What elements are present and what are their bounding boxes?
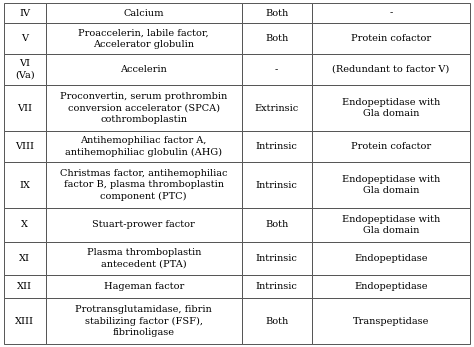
Bar [311, 162, 470, 208]
Text: Intrinsic: Intrinsic [255, 180, 298, 189]
Bar [242, 298, 311, 344]
Bar [242, 54, 311, 85]
Text: (Redundant to factor V): (Redundant to factor V) [332, 65, 449, 74]
Text: Proaccelerin, labile factor,
Accelerator globulin: Proaccelerin, labile factor, Accelerator… [78, 29, 209, 49]
Bar [46, 162, 242, 208]
Bar [311, 275, 470, 298]
Bar [242, 85, 311, 131]
Bar [4, 275, 46, 298]
Bar [46, 54, 242, 85]
Text: Endopeptidase with
Gla domain: Endopeptidase with Gla domain [342, 175, 440, 195]
Text: Protransglutamidase, fibrin
stabilizing factor (FSF),
fibrinoligase: Protransglutamidase, fibrin stabilizing … [75, 305, 212, 337]
Bar [242, 3, 311, 23]
Bar [4, 162, 46, 208]
Bar [46, 23, 242, 54]
Text: IX: IX [19, 180, 30, 189]
Bar [46, 208, 242, 242]
Bar [311, 54, 470, 85]
Text: VIII: VIII [15, 142, 34, 151]
Bar [4, 3, 46, 23]
Text: Christmas factor, antihemophiliac
factor B, plasma thromboplastin
component (PTC: Christmas factor, antihemophiliac factor… [60, 169, 228, 201]
Text: Intrinsic: Intrinsic [255, 254, 298, 263]
Bar [46, 131, 242, 162]
Bar [242, 162, 311, 208]
Bar [4, 298, 46, 344]
Bar [311, 208, 470, 242]
Bar [311, 298, 470, 344]
Bar [4, 23, 46, 54]
Bar [4, 208, 46, 242]
Text: Endopeptidase with
Gla domain: Endopeptidase with Gla domain [342, 215, 440, 235]
Text: Both: Both [265, 316, 288, 325]
Text: Proconvertin, serum prothrombin
conversion accelerator (SPCA)
cothromboplastin: Proconvertin, serum prothrombin conversi… [60, 92, 228, 124]
Bar [4, 131, 46, 162]
Text: XIII: XIII [15, 316, 34, 325]
Bar [46, 85, 242, 131]
Bar [311, 3, 470, 23]
Text: VII: VII [17, 103, 32, 112]
Text: Antihemophiliac factor A,
antihemophiliac globulin (AHG): Antihemophiliac factor A, antihemophilia… [65, 136, 222, 157]
Bar [4, 54, 46, 85]
Bar [242, 242, 311, 275]
Text: Protein cofactor: Protein cofactor [351, 34, 431, 43]
Bar [46, 3, 242, 23]
Text: Endopeptidase: Endopeptidase [354, 254, 428, 263]
Text: -: - [275, 65, 278, 74]
Bar [242, 208, 311, 242]
Bar [46, 298, 242, 344]
Bar [242, 275, 311, 298]
Text: Both: Both [265, 34, 288, 43]
Text: Calcium: Calcium [123, 9, 164, 18]
Bar [311, 131, 470, 162]
Bar [242, 131, 311, 162]
Text: Protein cofactor: Protein cofactor [351, 142, 431, 151]
Text: Transpeptidase: Transpeptidase [353, 316, 429, 325]
Bar [46, 275, 242, 298]
Text: -: - [389, 9, 392, 18]
Text: Intrinsic: Intrinsic [255, 142, 298, 151]
Text: Endopeptidase with
Gla domain: Endopeptidase with Gla domain [342, 98, 440, 118]
Bar [311, 85, 470, 131]
Text: X: X [21, 220, 28, 229]
Text: Both: Both [265, 220, 288, 229]
Bar [46, 242, 242, 275]
Text: Both: Both [265, 9, 288, 18]
Text: VI
(Va): VI (Va) [15, 59, 35, 79]
Text: V: V [21, 34, 28, 43]
Bar [4, 85, 46, 131]
Bar [311, 23, 470, 54]
Text: Plasma thromboplastin
antecedent (PTA): Plasma thromboplastin antecedent (PTA) [87, 248, 201, 268]
Text: Intrinsic: Intrinsic [255, 282, 298, 291]
Bar [242, 23, 311, 54]
Bar [311, 242, 470, 275]
Text: XI: XI [19, 254, 30, 263]
Text: Endopeptidase: Endopeptidase [354, 282, 428, 291]
Text: Hageman factor: Hageman factor [104, 282, 184, 291]
Text: IV: IV [19, 9, 30, 18]
Bar [4, 242, 46, 275]
Text: Accelerin: Accelerin [120, 65, 167, 74]
Text: Stuart-prower factor: Stuart-prower factor [92, 220, 195, 229]
Text: Extrinsic: Extrinsic [255, 103, 299, 112]
Text: XII: XII [17, 282, 32, 291]
